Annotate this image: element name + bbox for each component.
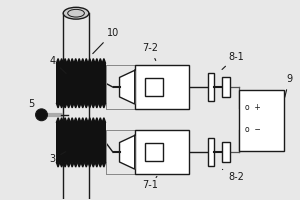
Polygon shape [95,103,99,108]
Polygon shape [85,103,88,108]
Polygon shape [119,135,135,169]
Polygon shape [88,162,92,167]
Polygon shape [88,118,92,123]
Polygon shape [74,162,77,167]
Polygon shape [56,118,60,123]
Text: 7-1: 7-1 [142,176,158,190]
Polygon shape [102,59,106,64]
Polygon shape [102,162,106,167]
Bar [135,130,189,174]
Polygon shape [60,118,63,123]
Polygon shape [74,103,77,108]
Polygon shape [67,59,70,64]
Polygon shape [99,162,102,167]
Polygon shape [70,59,74,64]
Text: 10: 10 [93,28,119,54]
Polygon shape [60,59,63,64]
Text: 4: 4 [50,56,66,73]
Polygon shape [81,162,85,167]
Polygon shape [63,162,67,167]
Polygon shape [60,103,63,108]
Polygon shape [67,162,70,167]
Text: o  +: o + [245,103,260,112]
Text: 5: 5 [28,99,34,109]
Polygon shape [92,162,95,167]
Polygon shape [88,103,92,108]
Polygon shape [95,118,99,123]
Bar [239,90,284,151]
Polygon shape [77,103,81,108]
Polygon shape [70,103,74,108]
Polygon shape [77,59,81,64]
Polygon shape [92,118,95,123]
Polygon shape [88,59,92,64]
Polygon shape [102,103,106,108]
Polygon shape [56,162,60,167]
Polygon shape [85,118,88,123]
Bar [145,78,163,96]
Text: 7-2: 7-2 [142,43,158,60]
Polygon shape [56,103,60,108]
Text: 8-2: 8-2 [222,169,244,182]
Polygon shape [81,118,85,123]
Polygon shape [81,59,85,64]
Polygon shape [95,59,99,64]
Bar [208,73,214,101]
Bar [135,65,189,109]
Bar [56,64,106,103]
Text: 9: 9 [285,74,292,97]
Polygon shape [56,59,60,64]
Polygon shape [70,162,74,167]
Polygon shape [63,118,67,123]
Polygon shape [92,103,95,108]
Polygon shape [99,59,102,64]
Polygon shape [99,103,102,108]
Polygon shape [119,70,135,104]
Bar [222,142,230,162]
Polygon shape [77,162,81,167]
Polygon shape [74,59,77,64]
Polygon shape [95,162,99,167]
Polygon shape [60,162,63,167]
Polygon shape [67,103,70,108]
Bar [145,143,163,161]
Bar [222,77,230,97]
Polygon shape [81,103,85,108]
Polygon shape [77,118,81,123]
Text: 8-1: 8-1 [222,52,244,69]
Text: 3: 3 [50,152,66,164]
Polygon shape [74,118,77,123]
Bar [56,123,106,162]
Polygon shape [99,118,102,123]
Bar [208,138,214,166]
Polygon shape [63,59,67,64]
Ellipse shape [63,7,89,19]
Polygon shape [70,118,74,123]
Polygon shape [102,118,106,123]
Polygon shape [85,162,88,167]
Polygon shape [92,59,95,64]
Polygon shape [85,59,88,64]
Polygon shape [63,103,67,108]
Polygon shape [67,118,70,123]
Circle shape [36,109,47,121]
Text: o  −: o − [245,125,260,134]
